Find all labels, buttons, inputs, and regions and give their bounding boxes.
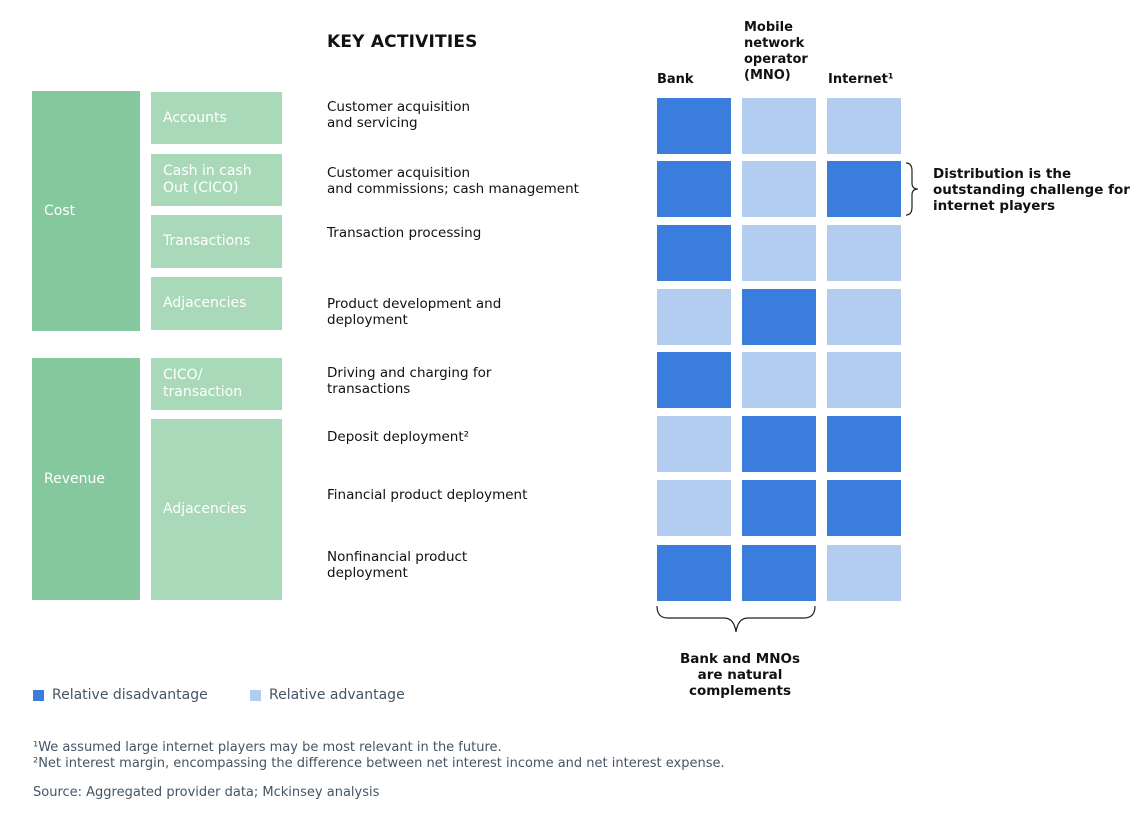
column-header-internet: Internet¹ — [828, 72, 894, 87]
matrix-cell-internet-disadvantage — [827, 161, 901, 217]
matrix-cell-bank-disadvantage — [657, 161, 731, 217]
matrix-cell-bank-disadvantage — [657, 225, 731, 281]
matrix-cell-mno-disadvantage — [742, 545, 816, 601]
group-label: Revenue — [44, 471, 105, 487]
page-title: KEY ACTIVITIES — [327, 32, 478, 52]
legend-swatch-icon — [250, 689, 261, 701]
footnote-2: ²Net interest margin, encompassing the d… — [33, 756, 725, 771]
activity-row: Product development and deployment — [327, 296, 502, 328]
matrix-cell-bank-advantage — [657, 416, 731, 472]
activity-row: Financial product deployment — [327, 487, 528, 503]
activity-row: Customer acquisition and servicing — [327, 99, 471, 131]
group-label: Cost — [44, 203, 76, 219]
legend-advantage: Relative advantage — [250, 687, 405, 703]
legend-swatch-icon — [33, 689, 44, 701]
complements-brace-icon — [656, 605, 816, 633]
matrix-cell-mno-disadvantage — [742, 289, 816, 345]
legend-label: Relative disadvantage — [52, 687, 208, 703]
footnote-1: ¹We assumed large internet players may b… — [33, 740, 502, 755]
matrix-cell-internet-disadvantage — [827, 416, 901, 472]
matrix-cell-bank-disadvantage — [657, 98, 731, 154]
matrix-cell-internet-advantage — [827, 225, 901, 281]
group-revenue: Revenue — [32, 358, 140, 600]
matrix-cell-mno-advantage — [742, 352, 816, 408]
legend-disadvantage: Relative disadvantage — [33, 687, 208, 703]
subgroup-cico-transaction: CICO/ transaction — [151, 358, 282, 410]
matrix-cell-internet-advantage — [827, 545, 901, 601]
matrix-cell-internet-advantage — [827, 98, 901, 154]
group-cost: Cost — [32, 91, 140, 331]
matrix-cell-internet-advantage — [827, 352, 901, 408]
subgroup-transactions: Transactions — [151, 215, 282, 268]
column-header-mno: Mobile network operator (MNO) — [744, 20, 808, 83]
matrix-cell-bank-disadvantage — [657, 352, 731, 408]
activity-row: Customer acquisition and commissions; ca… — [327, 165, 579, 197]
matrix-cell-bank-advantage — [657, 480, 731, 536]
matrix-cell-mno-advantage — [742, 98, 816, 154]
subgroup-accounts: Accounts — [151, 92, 282, 144]
matrix-cell-mno-disadvantage — [742, 480, 816, 536]
subgroup-revenue-adjacencies: Adjacencies — [151, 419, 282, 600]
matrix-cell-internet-advantage — [827, 289, 901, 345]
complements-callout: Bank and MNOs are natural complements — [679, 651, 801, 699]
column-header-bank: Bank — [657, 72, 694, 87]
comparison-matrix — [657, 98, 901, 601]
activity-row: Transaction processing — [327, 225, 482, 241]
matrix-cell-bank-advantage — [657, 289, 731, 345]
matrix-cell-mno-advantage — [742, 161, 816, 217]
activity-row: Deposit deployment² — [327, 429, 470, 445]
subgroup-cico: Cash in cash Out (CICO) — [151, 154, 282, 206]
matrix-cell-bank-disadvantage — [657, 545, 731, 601]
activity-row: Driving and charging for transactions — [327, 365, 492, 397]
activity-row: Nonfinancial product deployment — [327, 549, 468, 581]
source-note: Source: Aggregated provider data; Mckins… — [33, 785, 380, 800]
distribution-callout: Distribution is the outstanding challeng… — [933, 166, 1130, 214]
subgroup-cost-adjacencies: Adjacencies — [151, 277, 282, 330]
legend-label: Relative advantage — [269, 687, 405, 703]
matrix-cell-mno-disadvantage — [742, 416, 816, 472]
distribution-brace-icon — [905, 162, 919, 216]
matrix-cell-mno-advantage — [742, 225, 816, 281]
matrix-cell-internet-disadvantage — [827, 480, 901, 536]
